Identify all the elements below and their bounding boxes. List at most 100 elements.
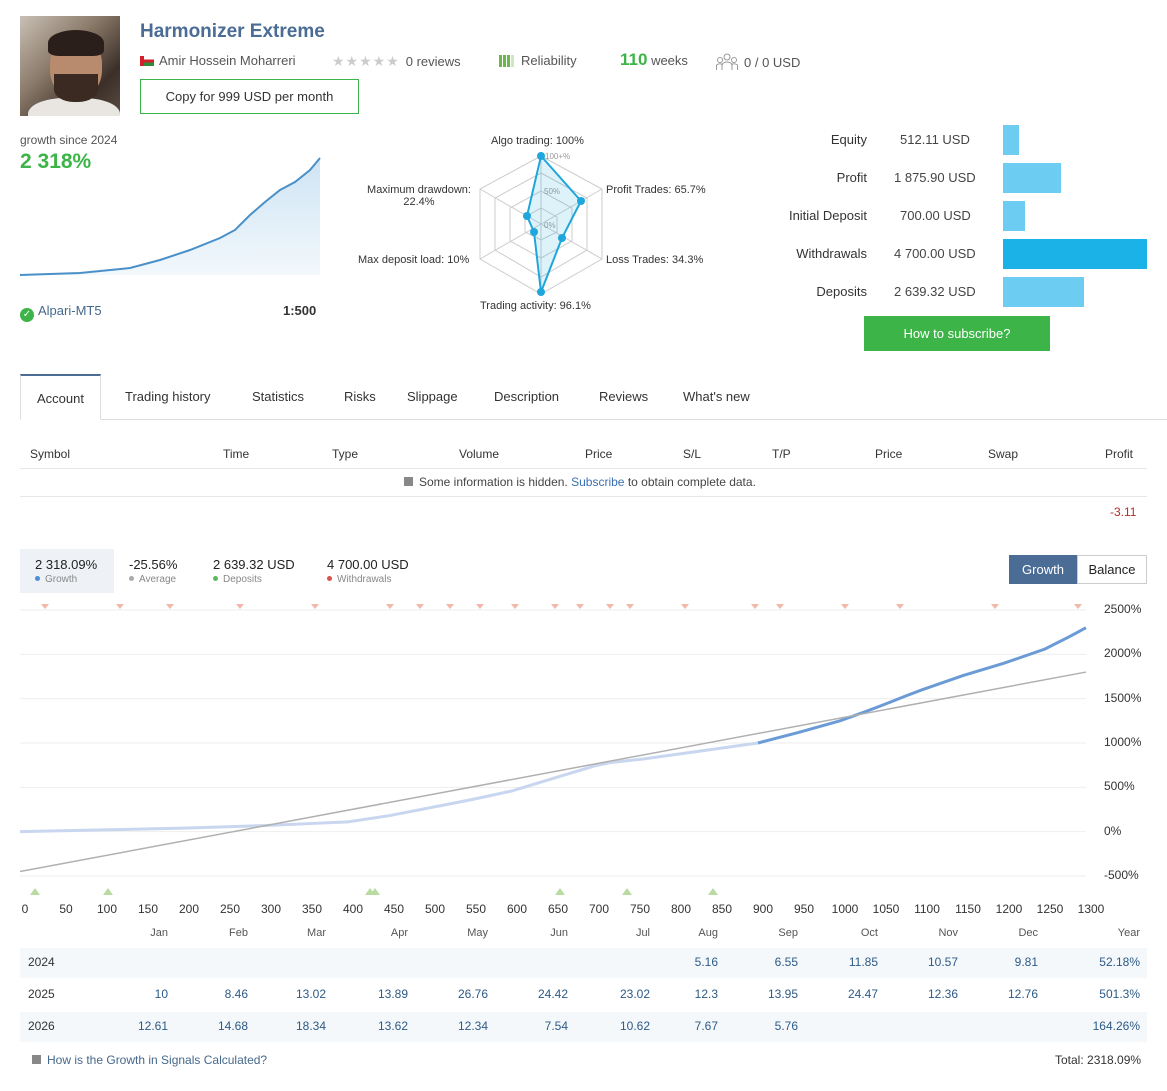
monthly-value[interactable]: 10 xyxy=(154,987,168,1001)
deposit-marker[interactable] xyxy=(30,888,40,895)
monthly-value[interactable]: 9.81 xyxy=(1014,955,1038,969)
legend-deposits[interactable]: 2 639.32 USD Deposits xyxy=(198,549,312,593)
tab-trading-history[interactable]: Trading history xyxy=(125,389,211,404)
tab-slippage[interactable]: Slippage xyxy=(407,389,458,404)
tab-description[interactable]: Description xyxy=(494,389,560,404)
withdrawal-marker[interactable] xyxy=(896,604,904,609)
monthly-value[interactable]: 501.3% xyxy=(1099,987,1140,1001)
col-price-current[interactable]: Price xyxy=(875,447,903,461)
monthly-value[interactable]: 8.46 xyxy=(224,987,248,1001)
withdrawal-marker[interactable] xyxy=(511,604,519,609)
withdrawal-marker[interactable] xyxy=(446,604,454,609)
tab-reviews[interactable]: Reviews xyxy=(599,389,649,404)
legend-average-value: -25.56% xyxy=(129,557,178,572)
monthly-value[interactable]: 13.89 xyxy=(377,987,408,1001)
withdrawal-marker[interactable] xyxy=(416,604,424,609)
monthly-value[interactable]: 24.42 xyxy=(537,987,568,1001)
monthly-value[interactable]: 24.47 xyxy=(847,987,878,1001)
monthly-value[interactable]: 14.68 xyxy=(217,1019,248,1033)
col-time[interactable]: Time xyxy=(223,447,250,461)
star-rating-icon: ★★★★★ xyxy=(332,53,400,69)
reviews-rating[interactable]: ★★★★★ 0 reviews xyxy=(332,53,461,70)
tab-account[interactable]: Account xyxy=(20,374,101,420)
withdrawal-marker[interactable] xyxy=(476,604,484,609)
col-volume[interactable]: Volume xyxy=(459,447,500,461)
growth-calc-link[interactable]: How is the Growth in Signals Calculated? xyxy=(32,1053,267,1067)
withdrawal-marker[interactable] xyxy=(576,604,584,609)
monthly-value[interactable]: 7.54 xyxy=(544,1019,568,1033)
withdrawal-marker[interactable] xyxy=(41,604,49,609)
how-to-subscribe-button[interactable]: How to subscribe? xyxy=(864,316,1050,351)
deposit-marker[interactable] xyxy=(555,888,565,895)
monthly-value[interactable]: 26.76 xyxy=(457,987,488,1001)
author-avatar[interactable] xyxy=(20,16,120,116)
col-sl[interactable]: S/L xyxy=(683,447,702,461)
withdrawal-marker[interactable] xyxy=(551,604,559,609)
withdrawal-marker[interactable] xyxy=(606,604,614,609)
col-profit[interactable]: Profit xyxy=(1105,447,1134,461)
withdrawal-marker[interactable] xyxy=(841,604,849,609)
deposit-marker[interactable] xyxy=(103,888,113,895)
tab-whats-new[interactable]: What's new xyxy=(683,389,750,404)
withdrawal-marker[interactable] xyxy=(991,604,999,609)
tab-statistics[interactable]: Statistics xyxy=(252,389,305,404)
monthly-value[interactable]: 13.95 xyxy=(767,987,798,1001)
monthly-value[interactable]: 10.62 xyxy=(619,1019,650,1033)
deposit-marker[interactable] xyxy=(708,888,718,895)
monthly-value[interactable]: 164.26% xyxy=(1092,1019,1140,1033)
col-swap[interactable]: Swap xyxy=(988,447,1019,461)
withdrawal-marker[interactable] xyxy=(116,604,124,609)
monthly-value[interactable]: 6.55 xyxy=(774,955,798,969)
withdrawal-marker[interactable] xyxy=(236,604,244,609)
monthly-value[interactable]: 12.76 xyxy=(1007,987,1038,1001)
monthly-value[interactable]: 12.61 xyxy=(137,1019,168,1033)
deposit-marker[interactable] xyxy=(622,888,632,895)
tab-risks[interactable]: Risks xyxy=(344,389,376,404)
author-name[interactable]: Amir Hossein Moharreri xyxy=(140,53,296,68)
legend-deposits-label: Deposits xyxy=(223,574,262,585)
legend-average[interactable]: -25.56% Average xyxy=(114,549,198,593)
x-tick-label: 200 xyxy=(178,902,200,916)
balance-toggle-button[interactable]: Balance xyxy=(1077,555,1147,584)
monthly-value[interactable]: 5.16 xyxy=(694,955,718,969)
monthly-value[interactable]: 52.18% xyxy=(1099,955,1140,969)
col-symbol[interactable]: Symbol xyxy=(30,447,71,461)
withdrawal-marker[interactable] xyxy=(751,604,759,609)
subscribe-link[interactable]: Subscribe xyxy=(571,475,625,489)
leverage: 1:500 xyxy=(283,303,317,318)
monthly-value[interactable]: 7.67 xyxy=(694,1019,718,1033)
withdrawal-marker[interactable] xyxy=(166,604,174,609)
legend-growth[interactable]: 2 318.09% Growth xyxy=(20,549,114,593)
monthly-value[interactable]: 13.02 xyxy=(295,987,326,1001)
copy-signal-button[interactable]: Copy for 999 USD per month xyxy=(140,79,359,114)
monthly-value[interactable]: 10.57 xyxy=(927,955,958,969)
col-type[interactable]: Type xyxy=(332,447,359,461)
monthly-value[interactable]: 23.02 xyxy=(619,987,650,1001)
x-tick-label: 1250 xyxy=(1036,902,1064,916)
deposit-marker[interactable] xyxy=(370,888,380,895)
signal-title[interactable]: Harmonizer Extreme xyxy=(140,21,325,42)
growth-chart[interactable] xyxy=(20,598,1100,898)
growth-line xyxy=(757,626,1087,745)
x-tick-label: 900 xyxy=(752,902,774,916)
monthly-value[interactable]: 12.36 xyxy=(927,987,958,1001)
withdrawal-marker[interactable] xyxy=(1074,604,1082,609)
legend-withdrawals[interactable]: 4 700.00 USD Withdrawals xyxy=(312,549,426,593)
col-price-open[interactable]: Price xyxy=(585,447,613,461)
growth-toggle-button[interactable]: Growth xyxy=(1009,555,1077,584)
monthly-value[interactable]: 18.34 xyxy=(295,1019,326,1033)
reviews-count: 0 reviews xyxy=(405,54,461,69)
monthly-value[interactable]: 5.76 xyxy=(774,1019,798,1033)
broker-server[interactable]: ✓ Alpari-MT5 xyxy=(20,303,102,322)
monthly-value[interactable]: 12.34 xyxy=(457,1019,488,1033)
monthly-value[interactable]: 12.3 xyxy=(694,987,718,1001)
withdrawal-marker[interactable] xyxy=(311,604,319,609)
x-tick-label: 100 xyxy=(96,902,118,916)
withdrawal-marker[interactable] xyxy=(626,604,634,609)
withdrawal-marker[interactable] xyxy=(386,604,394,609)
withdrawal-marker[interactable] xyxy=(776,604,784,609)
withdrawal-marker[interactable] xyxy=(681,604,689,609)
monthly-value[interactable]: 11.85 xyxy=(848,955,878,969)
col-tp[interactable]: T/P xyxy=(772,447,791,461)
monthly-value[interactable]: 13.62 xyxy=(377,1019,408,1033)
